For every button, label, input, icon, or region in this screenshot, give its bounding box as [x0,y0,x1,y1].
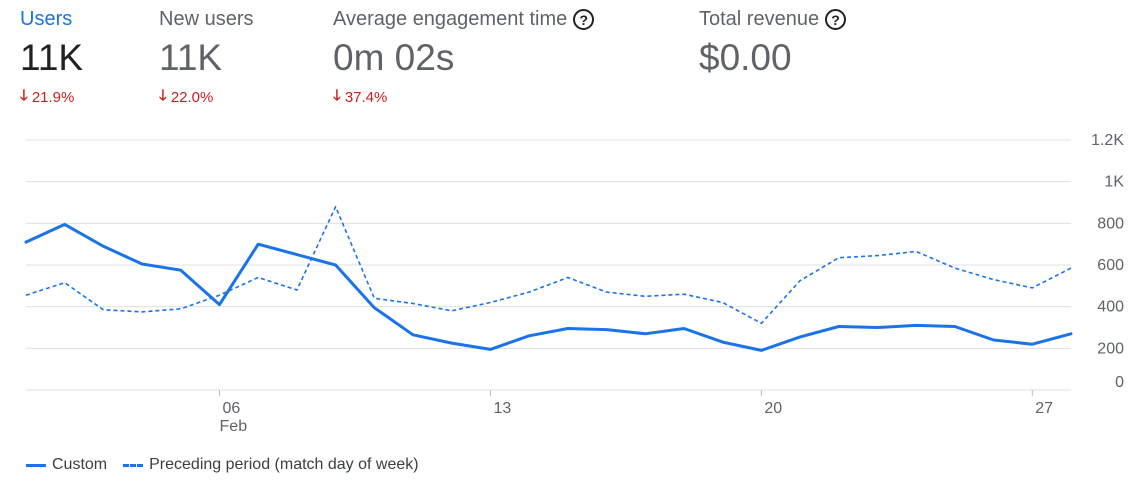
metric-title: Total revenue ? [699,8,847,31]
metric-delta: 🡓 21.9% [20,85,83,110]
y-tick-label: 1.2K [1091,132,1124,149]
arrow-down-icon: 🡓 [159,87,167,104]
y-tick-label: 1K [1104,174,1124,191]
metric-title-text: New users [159,8,254,30]
legend-item-preceding-period[interactable]: Preceding period (match day of week) [123,456,419,474]
legend-item-custom[interactable]: Custom [26,456,107,474]
legend-label: Preceding period (match day of week) [149,456,419,473]
metric-title: Users [20,8,83,31]
metric-title-text: Users [20,8,73,30]
legend-swatch-dashed [123,463,144,467]
metric-value: 11K [159,37,223,78]
arrow-down-icon: 🡓 [333,87,341,104]
metric-title-text: Average engagement time [333,8,568,30]
metric-value: 11K [20,37,84,78]
metric-delta: 🡓 37.4% [333,85,594,110]
metric-delta: 🡓 22.0% [159,85,253,110]
metric-new-users[interactable]: New users 11K 🡓 22.0% [159,8,253,110]
metric-title-text: Total revenue [699,8,820,30]
metric-avg-engagement-time[interactable]: Average engagement time ? 0m 02s 🡓 37.4% [333,8,595,110]
metric-delta-value: 37.4% [344,89,388,106]
metric-total-revenue[interactable]: Total revenue ? $0.00 [699,8,847,79]
y-tick-label: 400 [1097,299,1124,316]
metric-users[interactable]: Users 11K 🡓 21.9% [20,8,83,110]
metric-delta-value: 22.0% [170,89,214,106]
y-tick-label: 800 [1097,215,1124,232]
metric-title: New users [159,8,253,31]
x-tick-label: 13 [493,400,511,417]
legend-label: Custom [52,456,108,473]
x-tick-label: 06 [223,400,241,417]
x-tick-label: 27 [1035,400,1053,417]
series-line-preceding-period [25,205,1072,325]
arrow-down-icon: 🡓 [20,87,28,104]
x-tick-label: 20 [764,400,782,417]
metric-value: 0m 02s [333,37,455,78]
metric-title: Average engagement time ? [333,8,595,31]
help-icon[interactable]: ? [825,9,847,30]
x-tick-sublabel: Feb [220,418,248,435]
y-tick-label: 0 [1115,374,1124,391]
y-tick-label: 600 [1097,257,1124,274]
chart-legend: Custom Preceding period (match day of we… [26,456,435,474]
metric-delta-value: 21.9% [31,89,75,106]
help-icon[interactable]: ? [573,9,595,30]
legend-swatch-solid [26,463,46,467]
series-line-custom [24,222,1073,352]
y-tick-label: 200 [1097,340,1124,357]
metric-value: $0.00 [699,37,792,78]
